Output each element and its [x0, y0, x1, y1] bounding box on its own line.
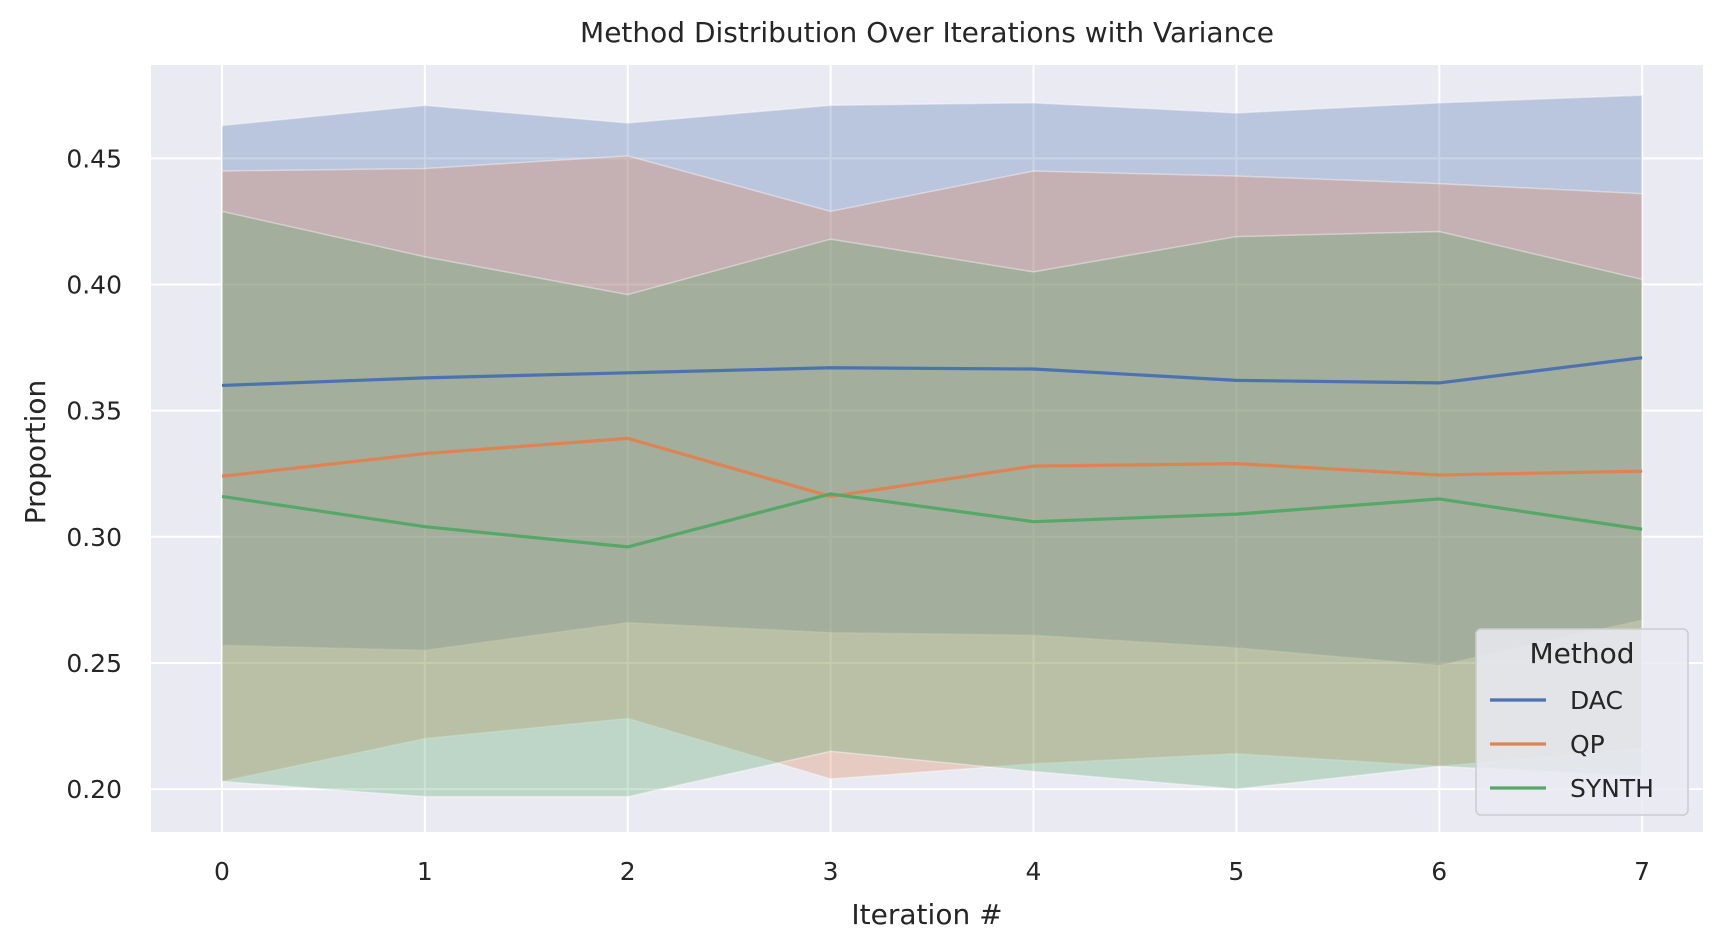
x-tick-label: 5	[1228, 857, 1244, 886]
series-line-dac	[221, 356, 1643, 388]
x-axis-title: Iteration #	[851, 898, 1002, 931]
variance-bands	[221, 94, 1643, 798]
y-axis-ticks: 0.20 0.25 0.30 0.35 0.40 0.45	[66, 144, 122, 804]
y-axis-title: Proportion	[19, 380, 52, 524]
legend-box	[1475, 628, 1689, 816]
y-tick-label: 0.40	[66, 271, 122, 300]
legend-label: DAC	[1570, 686, 1623, 715]
x-tick-label: 3	[823, 857, 839, 886]
x-tick-label: 6	[1431, 857, 1447, 886]
legend-label: SYNTH	[1570, 774, 1654, 803]
legend-item-dac: DAC	[1490, 686, 1623, 715]
y-tick-label: 0.35	[66, 397, 122, 426]
y-tick-label: 0.30	[66, 523, 122, 552]
legend-label: QP	[1570, 730, 1605, 759]
series-lines	[221, 356, 1643, 549]
x-tick-label: 2	[620, 857, 636, 886]
variance-band-synth	[221, 210, 1643, 798]
legend: Method DAC QP SYNTH	[1475, 628, 1689, 816]
y-tick-label: 0.25	[66, 649, 122, 678]
x-tick-label: 4	[1026, 857, 1042, 886]
variance-band-dac	[221, 94, 1643, 667]
chart-title: Method Distribution Over Iterations with…	[580, 16, 1274, 49]
series-line-synth	[221, 492, 1643, 549]
x-tick-label: 0	[214, 857, 230, 886]
series-line-qp	[221, 436, 1643, 499]
x-axis-ticks: 0 1 2 3 4 5 6 7	[214, 857, 1650, 886]
legend-title: Method	[1529, 637, 1634, 670]
grid	[151, 65, 1703, 832]
y-tick-label: 0.20	[66, 775, 122, 804]
legend-item-qp: QP	[1490, 730, 1605, 759]
legend-item-synth: SYNTH	[1490, 774, 1654, 803]
y-tick-label: 0.45	[66, 144, 122, 173]
x-tick-label: 1	[417, 857, 433, 886]
plot-area	[151, 65, 1703, 832]
x-tick-label: 7	[1634, 857, 1650, 886]
